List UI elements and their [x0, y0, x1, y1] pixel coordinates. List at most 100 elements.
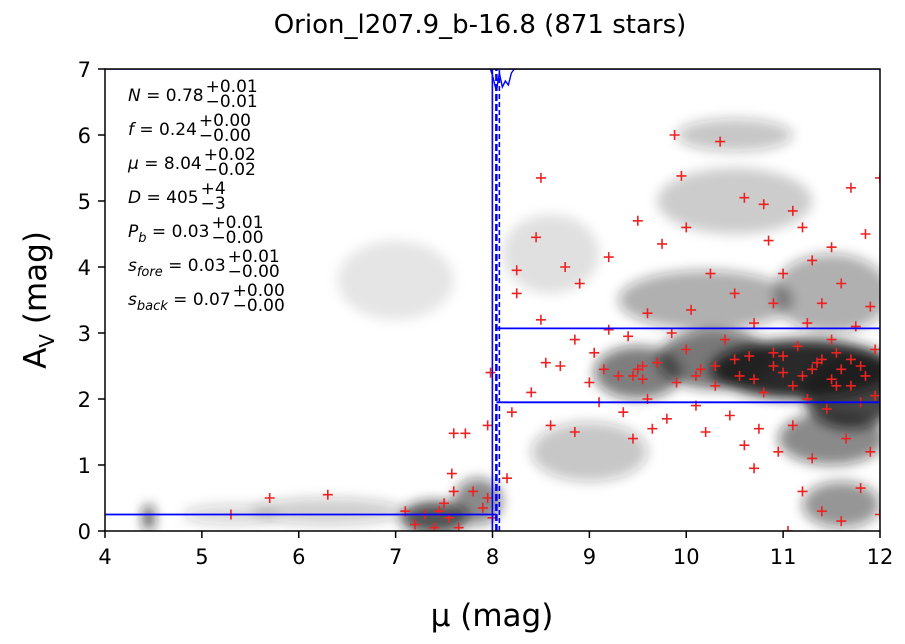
star-point: [589, 347, 600, 358]
star-point: [647, 423, 658, 434]
y-tick-label: 3: [78, 322, 91, 346]
star-point: [797, 486, 808, 497]
fit-parameter: Pb = 0.03 +0.01−0.00: [128, 213, 264, 248]
star-point: [802, 318, 813, 329]
star-point: [753, 423, 764, 434]
star-point: [720, 334, 730, 345]
x-tick-label: 12: [867, 545, 894, 569]
density-blob: [802, 356, 880, 429]
y-tick-label: 2: [78, 388, 91, 412]
star-point: [778, 351, 789, 362]
x-tick-label: 7: [389, 545, 402, 569]
density-blob: [250, 498, 406, 525]
star-point: [831, 347, 842, 358]
density-blob: [502, 214, 600, 294]
fit-parameter-text: sfore = 0.03: [128, 256, 226, 280]
fit-parameter-text: N = 0.78: [128, 86, 204, 106]
x-axis: 4 5 6 7 8 9 10 11 12: [98, 531, 893, 569]
star-point: [826, 334, 837, 345]
density-blob: [657, 168, 813, 234]
fit-parameter: sfore = 0.03 +0.01−0.00: [128, 247, 280, 282]
star-point: [482, 420, 493, 431]
star-point: [569, 427, 580, 437]
star-point: [763, 235, 774, 246]
star-point: [715, 136, 726, 147]
x-tick-label: 6: [292, 545, 305, 569]
star-point: [637, 374, 648, 385]
star-point: [816, 506, 827, 517]
star-point: [729, 288, 740, 299]
fit-parameter: f = 0.24 +0.00−0.00: [128, 111, 251, 146]
star-point: [749, 374, 760, 385]
star-point: [482, 493, 493, 503]
star-point: [676, 170, 687, 181]
y-tick-label: 0: [78, 520, 91, 544]
y-axis-label: AV (mag): [18, 231, 59, 369]
star-point: [535, 314, 546, 325]
y-axis-label-sub: V: [35, 334, 59, 348]
model-lines: [105, 69, 880, 531]
x-tick-label: 5: [195, 545, 208, 569]
star-point: [807, 255, 818, 266]
star-point: [807, 364, 818, 375]
star-point: [836, 278, 847, 289]
y-axis-label-main: A: [18, 348, 54, 369]
star-point: [627, 433, 638, 444]
star-point: [870, 390, 880, 401]
star-point: [627, 370, 638, 381]
star-point: [477, 502, 488, 513]
y-tick-label: 7: [78, 58, 91, 82]
star-point: [710, 361, 721, 371]
star-point: [724, 410, 735, 421]
fit-parameter-upper: +0.01: [211, 213, 263, 233]
star-point: [322, 489, 333, 500]
star-point: [264, 493, 275, 503]
star-point: [749, 463, 760, 474]
density-blur-group: [143, 118, 880, 531]
star-point: [744, 351, 755, 362]
star-point: [826, 242, 837, 253]
star-point: [758, 387, 769, 398]
star-point: [535, 172, 546, 183]
star-point: [787, 380, 798, 391]
star-point: [603, 252, 614, 263]
star-point: [410, 519, 420, 530]
star-point: [511, 265, 522, 276]
star-point: [613, 370, 624, 381]
star-point: [666, 328, 677, 338]
star-point: [690, 370, 701, 381]
fit-parameter-upper: +0.00: [233, 281, 285, 301]
star-point: [855, 483, 866, 494]
star-point: [526, 387, 537, 398]
star-point: [855, 361, 866, 371]
star-point: [584, 377, 595, 388]
star-point: [623, 331, 634, 342]
x-tick-label: 9: [583, 545, 596, 569]
star-point: [540, 357, 551, 368]
density-blob: [531, 422, 648, 482]
density-blob: [773, 253, 880, 333]
star-point: [506, 407, 517, 418]
star-point: [642, 308, 653, 319]
star-point: [768, 298, 779, 309]
star-point: [603, 324, 614, 335]
fit-parameter-upper: +0.00: [199, 111, 251, 131]
chart-title: Orion_l207.9_b-16.8 (871 stars): [274, 10, 687, 40]
star-point: [836, 364, 847, 375]
star-point: [531, 232, 542, 243]
fit-parameter-lower: −0.00: [233, 296, 285, 316]
star-point: [816, 354, 827, 365]
star-point: [758, 199, 769, 210]
x-tick-label: 11: [770, 545, 797, 569]
star-point: [598, 364, 609, 375]
star-point: [661, 413, 672, 424]
fit-parameter-lower: −3: [201, 194, 226, 214]
star-point: [768, 361, 779, 371]
fit-parameter: D = 405 +4−3: [128, 179, 226, 214]
star-point: [460, 428, 471, 439]
density-blob: [778, 412, 880, 465]
density-blob: [453, 478, 503, 525]
star-point: [448, 486, 459, 497]
star-point: [739, 192, 750, 203]
